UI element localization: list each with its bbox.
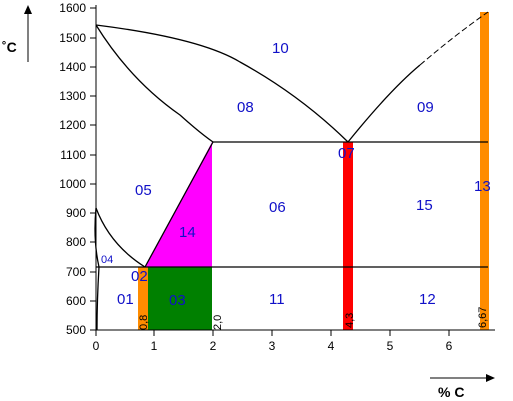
x-axis-title: % C [438, 384, 464, 400]
region-02-label: 02 [131, 268, 148, 285]
y-tick-1000: 1000 [59, 177, 86, 191]
x-tick-5: 5 [387, 339, 394, 353]
bar-6-67 [480, 12, 489, 330]
region-15-label: 15 [416, 197, 433, 214]
region-10-label: 10 [272, 40, 289, 57]
region-11-label: 11 [269, 291, 285, 308]
x-tick-6: 6 [446, 339, 453, 353]
region-06-label: 06 [269, 199, 286, 216]
y-tick-1500: 1500 [59, 31, 86, 45]
region-03-label: 03 [169, 292, 186, 309]
region-09-label: 09 [417, 99, 434, 116]
y-tick-600: 600 [66, 294, 86, 308]
region-13-label: 13 [474, 178, 491, 195]
x-tick-0: 0 [93, 339, 100, 353]
marker-0-8: 0,8 [138, 315, 150, 330]
region-14-label: 14 [179, 224, 196, 241]
y-tick-800: 800 [66, 235, 86, 249]
marker-4-3: 4,3 [344, 313, 356, 328]
region-12-label: 12 [419, 291, 436, 308]
region-01-label: 01 [117, 291, 134, 308]
y-tick-500: 500 [66, 323, 86, 337]
y-ticks [90, 7, 96, 331]
region-08-label: 08 [237, 99, 254, 116]
marker-6-67: 6,67 [477, 307, 489, 328]
y-tick-1100: 1100 [60, 148, 86, 162]
y-tick-1200: 1200 [59, 118, 86, 132]
x-ticks [95, 330, 450, 336]
y-tick-1400: 1400 [59, 60, 86, 74]
region-04-label: 04 [101, 254, 113, 266]
y-tick-1600: 1600 [59, 1, 86, 15]
region-05-label: 05 [135, 182, 152, 199]
y-tick-700: 700 [66, 265, 86, 279]
y-tick-1300: 1300 [59, 89, 86, 103]
x-tick-4: 4 [328, 339, 335, 353]
x-tick-1: 1 [151, 339, 158, 353]
x-tick-2: 2 [210, 339, 217, 353]
x-axis-arrowhead [486, 374, 495, 382]
dashed-liquidus-right [419, 11, 489, 66]
bar-4-3 [343, 142, 353, 330]
bar-0-8 [138, 267, 148, 330]
y-tick-900: 900 [66, 206, 86, 220]
phase-boundaries [94, 24, 488, 331]
y-axis-arrowhead [24, 5, 32, 14]
region-03-fill [147, 267, 212, 330]
region-07-label: 07 [338, 145, 355, 162]
x-tick-3: 3 [269, 339, 276, 353]
marker-2-0: 2,0 [212, 315, 224, 330]
y-axis-title: ˚C [2, 39, 17, 55]
